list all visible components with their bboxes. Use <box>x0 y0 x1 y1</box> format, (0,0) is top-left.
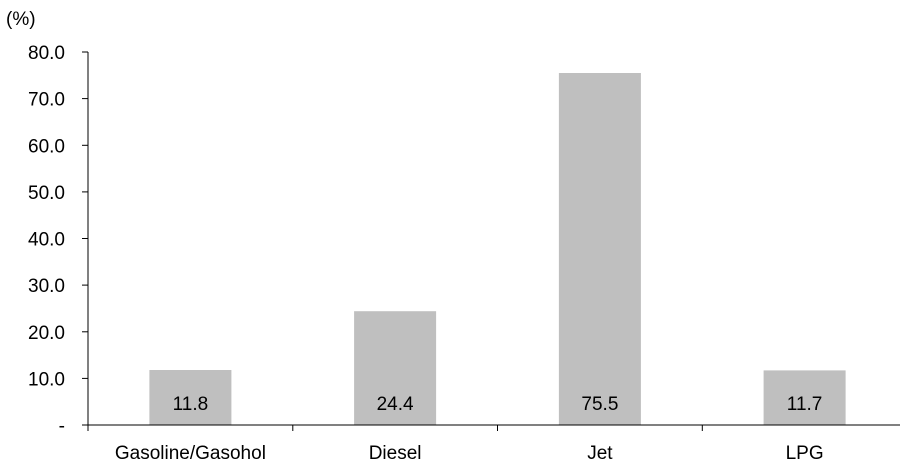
labels-layer: 11.8 Gasoline/Gasohol 24.4 Diesel 75.5 Jet 11.… <box>28 43 824 464</box>
bar-3 <box>763 370 846 425</box>
bar-value-label-0: 11.8 <box>173 394 209 415</box>
y-tick-label-1: 10.0 <box>28 369 65 390</box>
bar-value-label-2: 75.5 <box>581 394 618 415</box>
bar-2 <box>558 73 641 425</box>
bar-value-label-3: 11.7 <box>787 394 823 415</box>
bars-layer <box>149 73 846 425</box>
y-tick-label-4: 40.0 <box>28 230 65 251</box>
y-tick-label-6: 60.0 <box>28 136 65 157</box>
axes-layer <box>82 51 900 431</box>
y-tick-label-0: - <box>59 416 65 437</box>
bar-value-label-1: 24.4 <box>377 394 414 415</box>
y-tick-label-7: 70.0 <box>28 90 65 111</box>
y-tick-label-3: 30.0 <box>28 276 65 297</box>
x-tick-label-0: Gasoline/Gasohol <box>115 443 266 464</box>
bar-0 <box>149 370 232 425</box>
y-tick-label-8: 80.0 <box>28 43 65 64</box>
x-tick-label-1: Diesel <box>369 443 422 464</box>
bar-1 <box>354 311 437 425</box>
y-axis-unit-label: (%) <box>6 9 36 30</box>
y-tick-label-5: 50.0 <box>28 183 65 204</box>
x-tick-label-3: LPG <box>786 443 824 464</box>
y-tick-label-2: 20.0 <box>28 323 65 344</box>
x-tick-label-2: Jet <box>587 443 613 464</box>
